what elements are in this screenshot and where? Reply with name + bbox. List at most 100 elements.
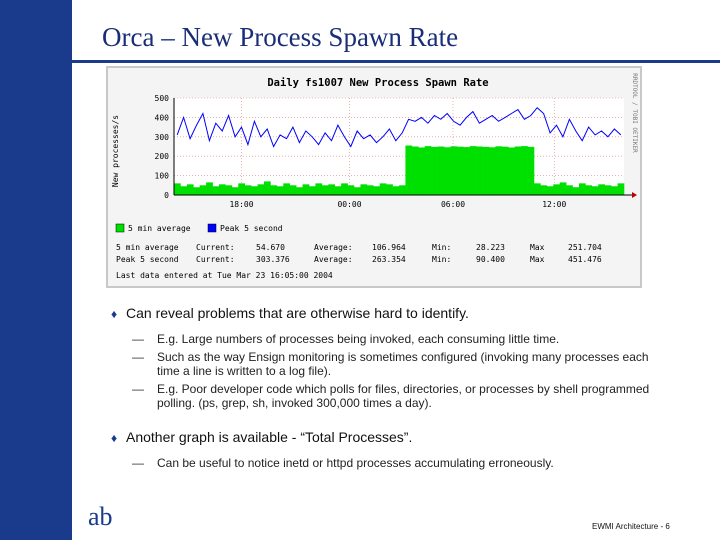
stats-row-peak-max: 451.476: [568, 255, 602, 264]
area-bar-average: [469, 146, 477, 195]
area-bar-average: [456, 146, 464, 195]
area-bar-average: [495, 146, 503, 195]
stats-row-peak-max-label: Max: [530, 255, 545, 264]
legend: 5 min average Peak 5 second: [115, 223, 283, 233]
slide-title: Orca – New Process Spawn Rate: [102, 22, 459, 52]
legend-swatch-average: [115, 223, 125, 233]
stats-row-peak-current-label: Current:: [196, 255, 235, 264]
area-bar-average: [392, 186, 400, 195]
area-bar-average: [386, 184, 393, 195]
area-bar-average: [373, 186, 381, 195]
stats-table: 5 min average Current: 54.670 Average: 1…: [116, 243, 602, 280]
y-tick-label: 0: [164, 191, 169, 200]
area-bar-average: [315, 183, 323, 195]
area-bar-average: [553, 184, 561, 195]
stats-row-peak-average-label: Average:: [314, 255, 353, 264]
area-bar-average: [366, 185, 374, 195]
area-bar-average: [244, 185, 252, 195]
sub-bullet-1-2: — Such as the way Ensign monitoring is s…: [114, 350, 674, 378]
area-bar-average: [437, 146, 445, 195]
sub-bullet-2-1-text: Can be useful to notice inetd or httpd p…: [157, 456, 554, 470]
stats-row-average-average: 106.964: [372, 243, 406, 252]
area-bar-average: [257, 184, 265, 195]
x-axis-arrow-icon: [632, 192, 637, 198]
stats-row-average-current-label: Current:: [196, 243, 235, 252]
dash-bullet-icon: —: [132, 456, 144, 470]
diamond-bullet-icon: ♦: [111, 307, 118, 321]
company-logo: ab: [88, 502, 113, 531]
sub-bullet-1-3-text: E.g. Poor developer code which polls for…: [157, 382, 650, 410]
area-bar-average: [617, 183, 625, 195]
area-bar-average: [238, 183, 246, 195]
area-bar-average: [309, 186, 316, 195]
rrd-graph: Daily fs1007 New Process Spawn Rate New …: [106, 66, 642, 288]
bullet-2: ♦ Another graph is available - “Total Pr…: [111, 428, 674, 446]
area-bar-average: [212, 186, 220, 195]
area-bar-average: [264, 181, 271, 195]
area-bar-average: [405, 145, 413, 195]
area-bar-average: [579, 183, 586, 195]
area-bar-average: [482, 146, 490, 195]
area-bar-average: [193, 187, 201, 195]
area-bar-average: [225, 185, 233, 195]
area-bar-average: [289, 185, 297, 195]
dash-bullet-icon: —: [132, 332, 144, 346]
legend-label-average: 5 min average: [128, 224, 191, 233]
y-tick-label: 400: [155, 113, 170, 122]
legend-swatch-peak: [207, 223, 217, 233]
y-tick-label: 500: [155, 94, 170, 103]
sub-bullet-1-3: — E.g. Poor developer code which polls f…: [114, 382, 674, 410]
x-tick-label: 00:00: [337, 200, 361, 209]
stats-row-average-current: 54.670: [256, 243, 285, 252]
y-axis-label: New processes/s: [111, 115, 120, 187]
area-bar-average: [431, 146, 438, 195]
stats-row-peak-current: 303.376: [256, 255, 290, 264]
last-data-entered: Last data entered at Tue Mar 23 16:05:00…: [116, 271, 333, 280]
area-bar-average: [328, 184, 336, 195]
area-bar-average: [354, 187, 361, 195]
x-tick-label: 12:00: [542, 200, 566, 209]
area-bar-average: [251, 186, 258, 195]
area-bar-average: [508, 147, 516, 195]
area-bar-average: [572, 187, 580, 195]
sub-bullet-1-1: — E.g. Large numbers of processes being …: [114, 332, 674, 346]
area-bar-average: [534, 183, 541, 195]
area-bar-average: [334, 186, 342, 195]
series-line-peak: [176, 106, 622, 148]
y-tick-label: 200: [155, 152, 170, 161]
dash-bullet-icon: —: [132, 382, 144, 396]
title-rule: [24, 60, 720, 63]
area-bar-average: [302, 184, 310, 195]
area-bar-average: [296, 187, 303, 195]
area-bar-average: [411, 146, 419, 195]
stats-row-average-average-label: Average:: [314, 243, 353, 252]
sub-bullet-1-1-text: E.g. Large numbers of processes being in…: [157, 332, 560, 346]
sub-bullet-2-1: — Can be useful to notice inetd or httpd…: [114, 456, 674, 470]
area-bar-average: [604, 185, 612, 195]
area-bar-average: [174, 183, 181, 195]
legend-label-peak: Peak 5 second: [220, 224, 283, 233]
area-bar-average: [219, 184, 226, 195]
area-bar-average: [341, 183, 348, 195]
area-bar-average: [270, 185, 278, 195]
left-accent-bar: [0, 0, 72, 540]
area-bar-average: [450, 146, 458, 195]
area-bar-average: [598, 184, 606, 195]
area-bar-average: [521, 146, 528, 195]
footer-text: EWMI Architecture - 6: [592, 522, 670, 531]
area-bar-average: [206, 182, 213, 195]
stats-row-average-min: 28.223: [476, 243, 505, 252]
stats-row-peak-name: Peak 5 second: [116, 255, 179, 264]
area-bar-average: [424, 146, 432, 195]
x-tick-label: 18:00: [229, 200, 253, 209]
area-bar-average: [276, 186, 284, 195]
stats-row-average-max: 251.704: [568, 243, 602, 252]
area-bar-average: [527, 146, 535, 195]
stats-row-peak-average: 263.354: [372, 255, 406, 264]
sub-bullet-1-2-text: Such as the way Ensign monitoring is som…: [157, 350, 649, 378]
area-bar-average: [566, 185, 573, 195]
diamond-bullet-icon: ♦: [111, 431, 118, 445]
area-bar-average: [231, 187, 239, 195]
dash-bullet-icon: —: [132, 350, 144, 364]
area-bar-average: [611, 186, 618, 195]
